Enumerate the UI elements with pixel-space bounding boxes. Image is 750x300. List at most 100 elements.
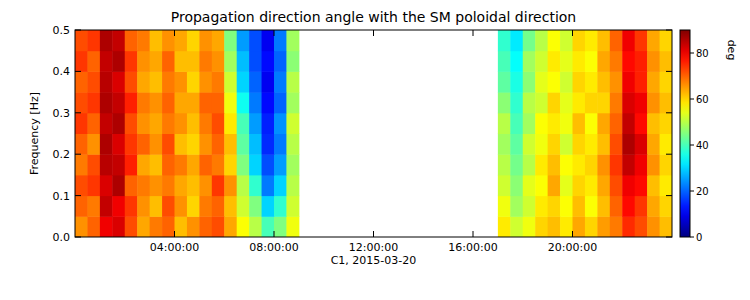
cell <box>125 175 138 196</box>
cell <box>262 175 275 196</box>
cell <box>87 71 100 92</box>
cell <box>187 134 200 155</box>
cell <box>610 175 623 196</box>
x-tick <box>274 231 275 237</box>
cell <box>286 30 299 51</box>
cell <box>162 113 175 134</box>
cell <box>597 154 610 175</box>
cell <box>286 51 299 72</box>
cell <box>660 216 672 237</box>
cell <box>137 113 150 134</box>
cell <box>137 30 150 51</box>
cell <box>125 113 138 134</box>
cell <box>535 134 548 155</box>
y-tick <box>75 30 81 31</box>
x-tick <box>373 30 374 36</box>
y-tick <box>666 237 672 238</box>
cell <box>87 30 100 51</box>
cell <box>175 51 188 72</box>
cell <box>510 30 523 51</box>
cell <box>237 71 250 92</box>
x-tick <box>572 231 573 237</box>
y-label: Frequency [Hz] <box>28 92 41 175</box>
cell <box>100 175 113 196</box>
cell <box>573 51 586 72</box>
cell <box>523 134 536 155</box>
cell <box>274 154 287 175</box>
cell <box>137 196 150 217</box>
cell <box>647 175 660 196</box>
cell <box>262 51 275 72</box>
cell <box>535 196 548 217</box>
cell <box>498 30 511 51</box>
cell <box>560 92 573 113</box>
cell <box>100 154 113 175</box>
cell <box>199 196 212 217</box>
cell <box>660 175 672 196</box>
colorbar-tick <box>690 99 694 100</box>
y-tick <box>666 195 672 196</box>
cell <box>560 71 573 92</box>
cell <box>610 196 623 217</box>
cell <box>187 175 200 196</box>
colorbar-tick <box>690 145 694 146</box>
cell <box>498 154 511 175</box>
cell <box>597 30 610 51</box>
y-tick <box>75 195 81 196</box>
cell <box>535 175 548 196</box>
cell <box>510 154 523 175</box>
cell <box>523 30 536 51</box>
cell <box>87 216 100 237</box>
cell <box>548 196 561 217</box>
cell <box>262 113 275 134</box>
cell <box>262 134 275 155</box>
cell <box>498 134 511 155</box>
cell <box>162 196 175 217</box>
cell <box>560 175 573 196</box>
cell <box>212 92 225 113</box>
cell <box>187 71 200 92</box>
cell <box>585 196 598 217</box>
cell <box>610 154 623 175</box>
cell <box>224 216 237 237</box>
cell <box>212 71 225 92</box>
cell <box>510 113 523 134</box>
cell <box>622 71 635 92</box>
colorbar-tick-label: 0 <box>696 232 702 243</box>
cell <box>535 30 548 51</box>
colorbar-tick <box>690 237 694 238</box>
cell <box>647 154 660 175</box>
cell <box>510 71 523 92</box>
cell <box>150 175 163 196</box>
cell <box>237 216 250 237</box>
cell <box>610 30 623 51</box>
cell <box>175 154 188 175</box>
y-tick-label: 0.4 <box>53 65 71 78</box>
cell <box>187 196 200 217</box>
cell <box>548 216 561 237</box>
cell <box>212 51 225 72</box>
colorbar-tick-label: 60 <box>696 94 709 105</box>
cell <box>635 92 648 113</box>
cell <box>286 154 299 175</box>
cell <box>548 51 561 72</box>
cell <box>635 154 648 175</box>
cell <box>523 71 536 92</box>
cell <box>249 71 262 92</box>
cell <box>100 71 113 92</box>
colorbar-tick <box>690 53 694 54</box>
cell <box>175 113 188 134</box>
cell <box>635 113 648 134</box>
cells <box>75 30 672 237</box>
cell <box>535 71 548 92</box>
x-tick-label: 04:00:00 <box>150 241 199 254</box>
y-tick-label: 0.2 <box>53 148 71 161</box>
cell <box>647 134 660 155</box>
cell <box>635 71 648 92</box>
cell <box>237 175 250 196</box>
cell <box>112 175 125 196</box>
cell <box>224 71 237 92</box>
cell <box>573 134 586 155</box>
x-tick-label: 20:00:00 <box>548 241 597 254</box>
cell <box>75 92 88 113</box>
